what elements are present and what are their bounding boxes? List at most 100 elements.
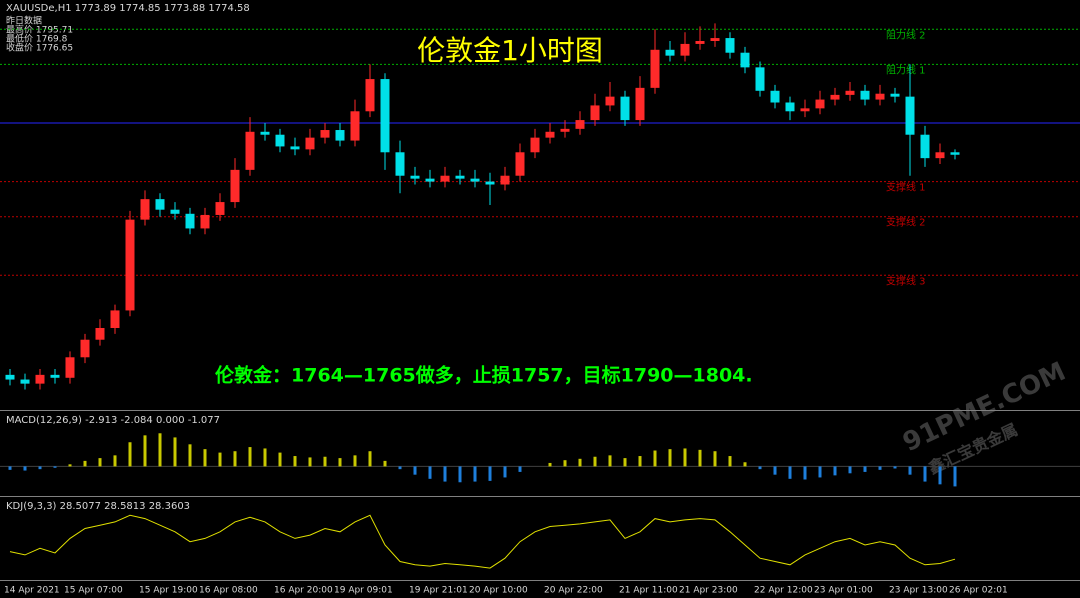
level-label: 支撑线 3 bbox=[886, 274, 926, 287]
macd-bar bbox=[293, 456, 297, 467]
candle-body bbox=[5, 374, 15, 380]
candle-body bbox=[110, 310, 120, 328]
macd-bar bbox=[143, 435, 147, 467]
macd-bar bbox=[428, 466, 432, 479]
candle-body bbox=[350, 111, 360, 141]
candle-body bbox=[305, 137, 315, 150]
macd-bar bbox=[113, 455, 117, 467]
macd-bar bbox=[623, 458, 627, 467]
macd-bar bbox=[218, 452, 222, 467]
macd-bar bbox=[188, 444, 192, 467]
macd-bar bbox=[923, 466, 927, 482]
candle-body bbox=[845, 90, 855, 95]
candle-body bbox=[860, 90, 870, 100]
candle-body bbox=[65, 357, 75, 378]
candle-body bbox=[410, 175, 420, 179]
x-tick-label: 20 Apr 10:00 bbox=[469, 586, 528, 596]
macd-bar bbox=[668, 449, 672, 467]
macd-bar bbox=[728, 456, 732, 467]
macd-bar bbox=[263, 448, 267, 467]
candle-body bbox=[740, 52, 750, 68]
macd-bar bbox=[323, 456, 327, 467]
macd-bar bbox=[893, 466, 897, 469]
macd-bar bbox=[368, 451, 372, 467]
info-text: 最低价 1769.8 bbox=[6, 33, 68, 45]
candle-body bbox=[290, 146, 300, 150]
macd-bar bbox=[818, 466, 822, 478]
macd-bar bbox=[563, 460, 567, 467]
candle-body bbox=[95, 328, 105, 340]
candle-body bbox=[80, 339, 90, 358]
macd-bar bbox=[173, 437, 177, 467]
candle-body bbox=[275, 134, 285, 147]
candle-body bbox=[125, 219, 135, 311]
candle-body bbox=[680, 43, 690, 56]
macd-bar bbox=[803, 466, 807, 480]
macd-bar bbox=[203, 449, 207, 467]
x-tick-label: 23 Apr 13:00 bbox=[889, 586, 948, 596]
macd-bar bbox=[503, 466, 507, 478]
macd-bar bbox=[518, 466, 522, 472]
x-tick-label: 21 Apr 11:00 bbox=[619, 586, 678, 596]
macd-bar bbox=[383, 460, 387, 467]
macd-bar bbox=[608, 455, 612, 467]
macd-bar bbox=[458, 466, 462, 483]
macd-bar bbox=[278, 452, 282, 467]
macd-label: MACD(12,26,9) -2.913 -2.084 0.000 -1.077 bbox=[6, 415, 220, 426]
macd-bar bbox=[743, 462, 747, 467]
candle-body bbox=[155, 199, 165, 210]
macd-bar bbox=[773, 466, 777, 475]
chart-title: 伦敦金1小时图 bbox=[417, 34, 603, 67]
candle-body bbox=[230, 169, 240, 203]
candle-body bbox=[935, 152, 945, 159]
macd-bar bbox=[908, 466, 912, 475]
candle-body bbox=[260, 131, 270, 135]
macd-bar bbox=[683, 448, 687, 467]
candle-body bbox=[950, 152, 960, 155]
macd-bar bbox=[473, 466, 477, 482]
macd-bar bbox=[938, 466, 942, 485]
info-text: 最高价 1795.71 bbox=[6, 24, 73, 36]
macd-bar bbox=[698, 449, 702, 467]
candle-body bbox=[545, 131, 555, 138]
candle-body bbox=[620, 96, 630, 121]
candle-body bbox=[695, 41, 705, 44]
macd-bar bbox=[23, 466, 27, 471]
macd-bar bbox=[233, 451, 237, 467]
candle-body bbox=[605, 96, 615, 106]
macd-bar bbox=[953, 466, 957, 487]
candle-body bbox=[185, 213, 195, 229]
macd-bar bbox=[863, 466, 867, 472]
candle-body bbox=[755, 67, 765, 91]
macd-bar bbox=[848, 466, 852, 474]
candle-body bbox=[905, 96, 915, 135]
x-tick-label: 20 Apr 22:00 bbox=[544, 586, 603, 596]
macd-bar bbox=[83, 460, 87, 467]
x-tick-label: 22 Apr 12:00 bbox=[754, 586, 813, 596]
annotation: 伦敦金：1764—1765做多，止损1757，目标1790—1804. bbox=[215, 364, 753, 387]
level-label: 阻力线 1 bbox=[886, 63, 926, 76]
candle-body bbox=[725, 38, 735, 53]
macd-bar bbox=[593, 456, 597, 467]
macd-bar bbox=[8, 466, 12, 470]
level-label: 阻力线 2 bbox=[886, 28, 926, 41]
x-tick-label: 15 Apr 07:00 bbox=[64, 586, 123, 596]
x-tick-label: 16 Apr 20:00 bbox=[274, 586, 333, 596]
x-tick-label: 26 Apr 02:01 bbox=[949, 586, 1008, 596]
candle-body bbox=[665, 49, 675, 56]
candle-body bbox=[575, 120, 585, 129]
x-tick-label: 15 Apr 19:00 bbox=[139, 586, 198, 596]
macd-bar bbox=[398, 466, 402, 470]
candle-body bbox=[815, 99, 825, 109]
candle-body bbox=[380, 79, 390, 153]
x-tick-label: 19 Apr 09:01 bbox=[334, 586, 393, 596]
x-tick-label: 14 Apr 2021 bbox=[4, 586, 60, 596]
x-tick-label: 19 Apr 21:01 bbox=[409, 586, 468, 596]
candle-body bbox=[785, 102, 795, 112]
candle-body bbox=[335, 130, 345, 141]
macd-bar bbox=[38, 466, 42, 470]
macd-bar bbox=[413, 466, 417, 475]
macd-bar bbox=[158, 433, 162, 467]
